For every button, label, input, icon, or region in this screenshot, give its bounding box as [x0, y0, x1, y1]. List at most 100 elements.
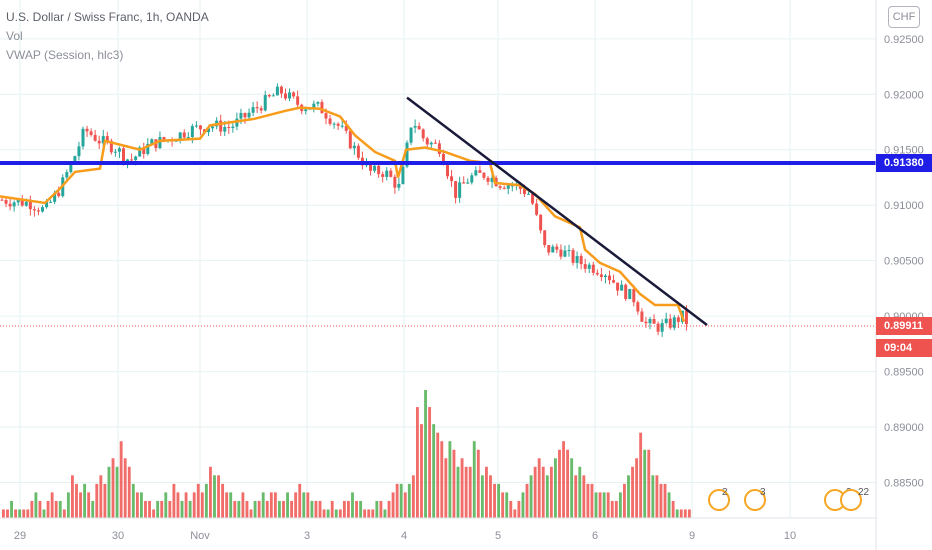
- volume-bar: [233, 500, 237, 518]
- trend-line: [406, 96, 708, 326]
- candle: [429, 142, 433, 145]
- candle: [413, 126, 417, 128]
- candle: [684, 310, 688, 325]
- candle: [470, 175, 474, 183]
- candle: [571, 250, 575, 263]
- us-flag-event-icon[interactable]: [840, 489, 862, 511]
- candle: [506, 185, 510, 189]
- volume-bar: [200, 492, 204, 518]
- candle: [437, 143, 441, 154]
- candle: [150, 139, 154, 144]
- volume-legend[interactable]: Vol: [6, 29, 23, 43]
- price-tick-label: 0.91500: [884, 145, 924, 157]
- vwap-legend[interactable]: VWAP (Session, hlc3): [6, 48, 124, 62]
- volume-bar: [46, 500, 50, 518]
- time-axis: 29 30 Nov 3 4 5 6 9 10: [14, 530, 796, 542]
- volume-bar: [436, 432, 440, 518]
- volume-bar: [489, 475, 492, 518]
- volume-bar: [476, 449, 480, 518]
- volume-bar: [302, 492, 306, 518]
- candle: [223, 126, 227, 132]
- candle: [498, 186, 502, 188]
- candle: [81, 128, 85, 147]
- candle: [608, 275, 611, 281]
- volume-bar: [265, 500, 269, 518]
- candle: [599, 274, 603, 278]
- volume-bar: [545, 475, 549, 518]
- volume-bar: [30, 500, 34, 518]
- volume-bar: [379, 500, 383, 518]
- candle: [656, 323, 660, 332]
- volume-bar: [237, 500, 241, 518]
- volume-bar: [582, 475, 586, 518]
- volume-bar: [647, 449, 651, 518]
- calendar-event-icon[interactable]: [708, 489, 730, 511]
- volume-bar: [444, 458, 448, 518]
- volume-bar: [196, 483, 200, 518]
- volume-bar: [14, 509, 18, 518]
- volume-bar: [127, 466, 131, 518]
- time-tick-label: 5: [495, 530, 501, 542]
- candle: [543, 230, 547, 246]
- volume-bar: [245, 500, 249, 518]
- candle: [373, 165, 377, 171]
- candle: [433, 142, 437, 144]
- candle: [24, 201, 28, 206]
- candle: [178, 132, 182, 141]
- volume-bar: [391, 492, 395, 518]
- volume-bar: [574, 475, 578, 518]
- symbol-legend[interactable]: U.S. Dollar / Swiss Franc, 1h, OANDA: [6, 10, 209, 24]
- candle: [421, 129, 425, 139]
- volume-bar: [107, 466, 111, 518]
- volume-bar: [135, 492, 139, 518]
- candle: [316, 102, 320, 104]
- volume-bar: [517, 500, 521, 518]
- candle: [348, 130, 352, 149]
- volume-bar: [188, 500, 192, 518]
- candle: [4, 200, 8, 204]
- currency-badge[interactable]: CHF: [888, 6, 920, 28]
- candle: [620, 284, 624, 291]
- volume-bar: [156, 500, 160, 518]
- candle: [466, 182, 470, 184]
- volume-bar: [537, 458, 541, 518]
- candle: [146, 143, 150, 154]
- volume-bar: [355, 500, 358, 518]
- candle: [672, 317, 676, 328]
- volume-bar: [558, 449, 561, 518]
- volume-bar: [472, 441, 476, 518]
- volume-bar: [42, 509, 46, 518]
- candle: [263, 95, 267, 111]
- volume-bar: [213, 475, 216, 518]
- candle: [462, 182, 466, 184]
- event-count: 3: [760, 487, 766, 498]
- candle: [275, 86, 279, 96]
- volume-bar: [566, 449, 570, 518]
- volume-bars: [2, 390, 691, 518]
- volume-bar: [671, 500, 675, 518]
- us-flag-event-icon[interactable]: [744, 489, 766, 511]
- volume-bar: [485, 466, 488, 518]
- candle: [117, 148, 121, 152]
- candle: [401, 166, 405, 184]
- price-tick-label: 0.92500: [884, 34, 924, 46]
- candle: [454, 181, 458, 198]
- volume-bar: [521, 492, 525, 518]
- candle: [97, 140, 101, 144]
- volume-bar: [505, 492, 509, 518]
- candle: [603, 275, 607, 278]
- candle: [336, 123, 340, 126]
- volume-bar: [533, 466, 537, 518]
- candle: [207, 128, 211, 133]
- volume-bar: [468, 466, 472, 518]
- volume-bar: [399, 483, 403, 518]
- candle: [57, 192, 61, 197]
- time-tick-label: 4: [401, 530, 407, 542]
- candle: [595, 272, 599, 275]
- candle: [632, 288, 636, 303]
- candle: [49, 201, 53, 203]
- volume-bar: [225, 492, 229, 518]
- volume-bar: [318, 500, 322, 518]
- volume-bar: [606, 492, 610, 518]
